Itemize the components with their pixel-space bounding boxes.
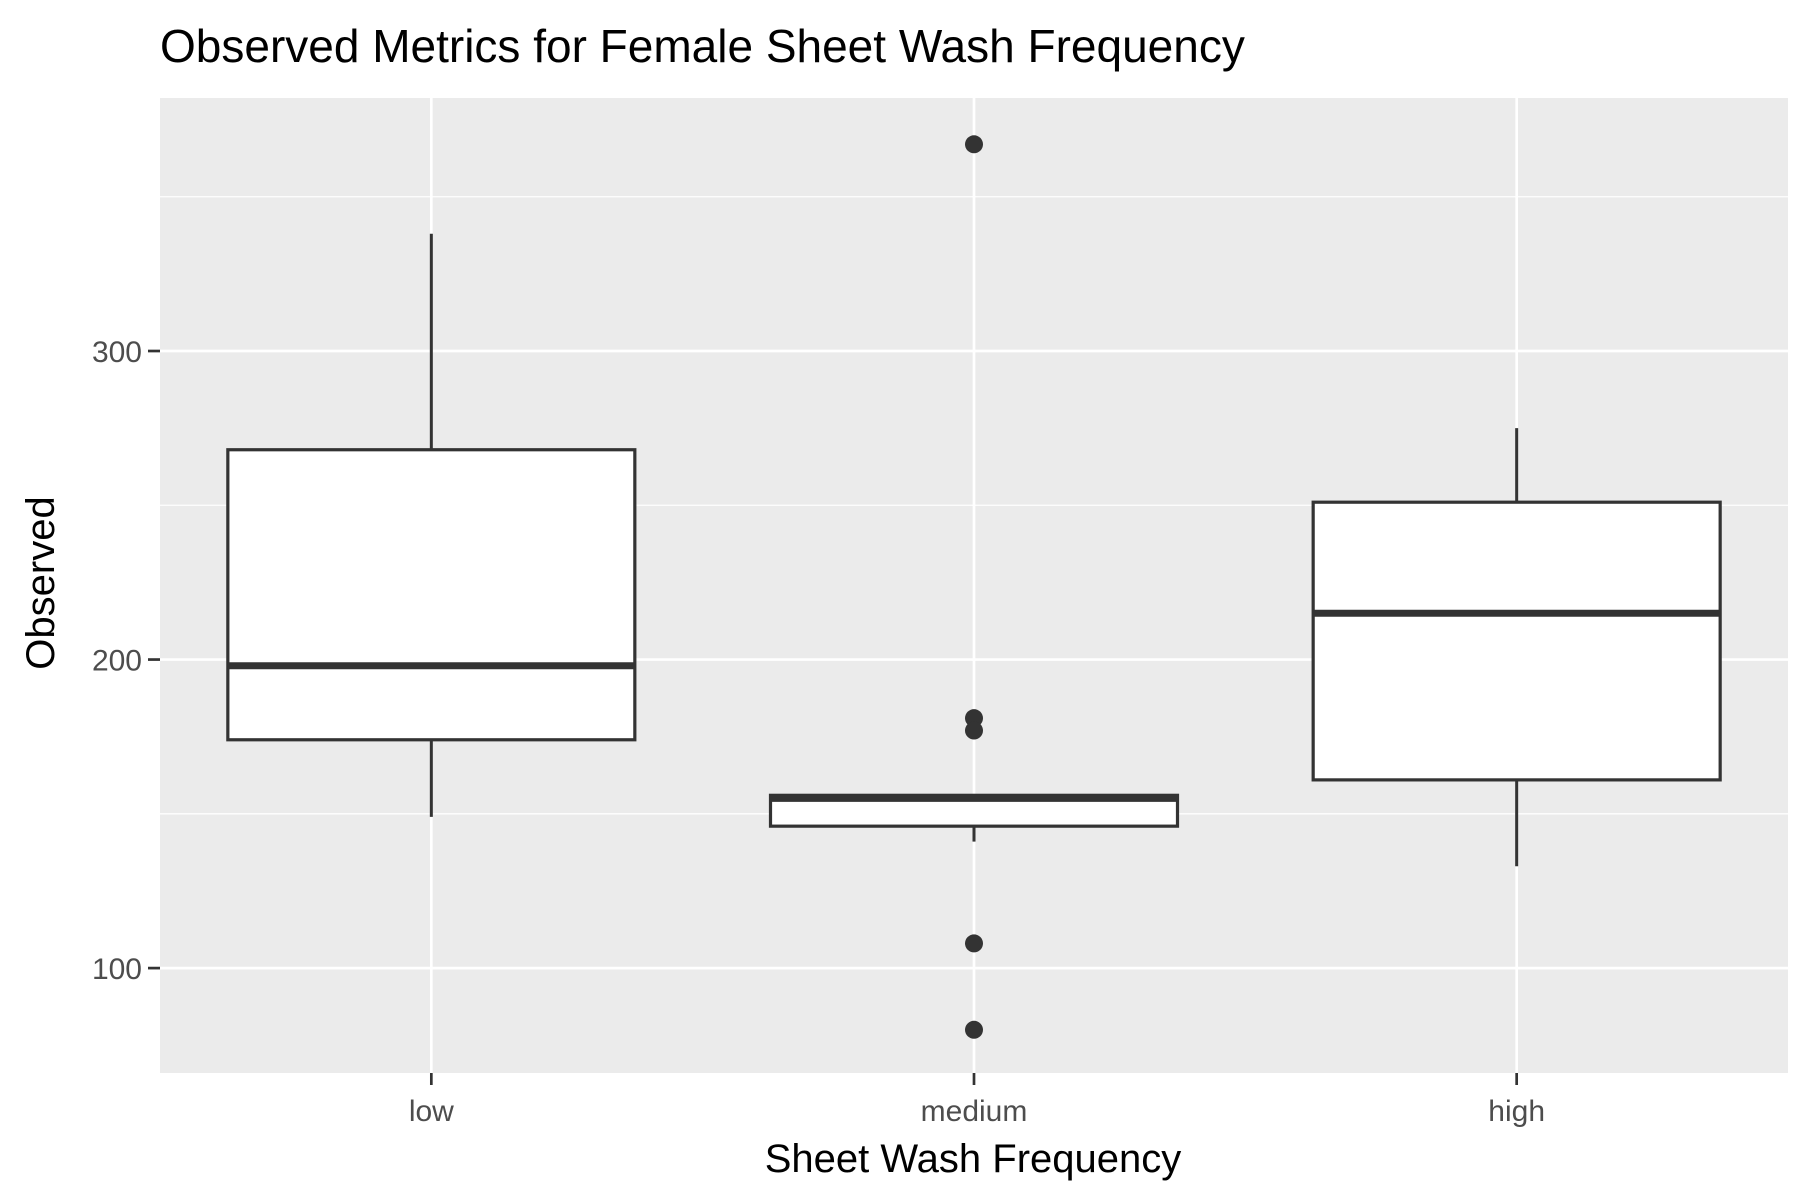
outlier-point <box>965 709 983 728</box>
box-high <box>1311 428 1722 867</box>
axes: 100 200 300 low medium high <box>92 336 1545 1128</box>
x-axis-label: Sheet Wash Frequency <box>765 1137 1182 1181</box>
grid-lines <box>160 98 1788 1073</box>
box-iqr <box>226 448 637 742</box>
box-low <box>226 233 637 817</box>
outlier-point <box>965 721 983 740</box>
y-axis-label: Observed <box>19 496 63 669</box>
y-tick-label: 100 <box>92 953 142 986</box>
boxes <box>226 135 1722 1039</box>
x-tick-label: medium <box>921 1095 1028 1128</box>
x-tick-label: high <box>1488 1095 1545 1128</box>
box-iqr <box>1311 500 1722 782</box>
y-tick-label: 300 <box>92 336 142 369</box>
y-tick-label: 200 <box>92 645 142 678</box>
outlier-point <box>965 135 983 154</box>
x-tick-label: low <box>409 1095 454 1128</box>
outlier-point <box>965 1020 983 1039</box>
outlier-point <box>965 934 983 953</box>
chart-title: Observed Metrics for Female Sheet Wash F… <box>160 20 1245 72</box>
box-medium <box>768 135 1180 1039</box>
